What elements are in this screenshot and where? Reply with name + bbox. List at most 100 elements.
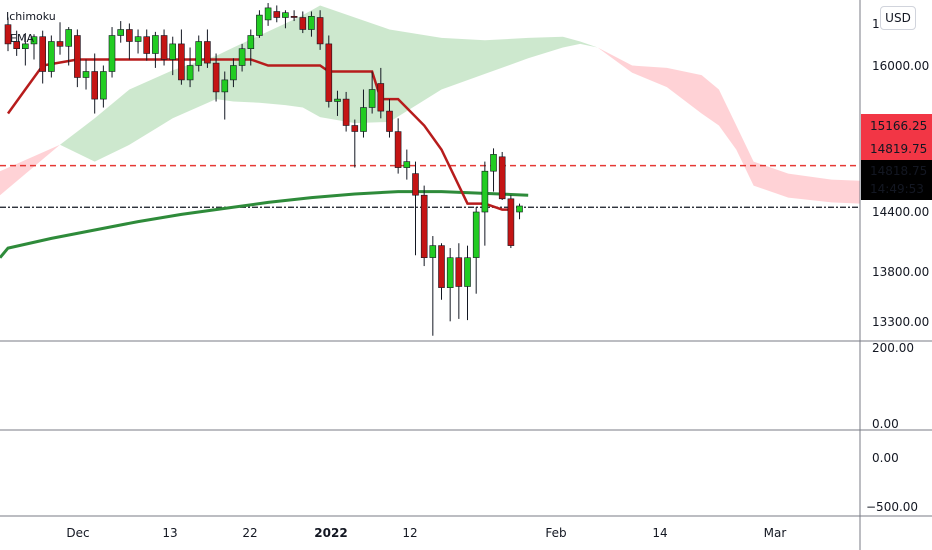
candle <box>290 10 298 22</box>
time-tick: Mar <box>764 526 787 540</box>
candle <box>516 203 523 220</box>
candle <box>420 185 428 267</box>
candle-body <box>178 43 185 81</box>
candle <box>230 58 237 88</box>
candle-body <box>117 29 124 36</box>
candle <box>100 65 107 108</box>
panel3-tick: −500.00 <box>866 500 918 514</box>
candle <box>39 30 47 84</box>
candle-body <box>394 131 402 168</box>
candle-body <box>273 11 281 18</box>
candle-body <box>82 71 90 78</box>
candle <box>472 207 480 294</box>
candle <box>342 91 350 132</box>
candle-body <box>516 205 523 213</box>
candle <box>126 23 133 60</box>
candle <box>169 36 176 76</box>
badge-last <box>861 160 932 200</box>
candle <box>13 30 20 56</box>
candle-body <box>360 107 367 132</box>
badge-last-price: 14818.75 <box>870 164 927 178</box>
candle <box>446 248 454 322</box>
price-tick: 13800.00 <box>872 265 929 279</box>
candle-body <box>490 154 497 172</box>
candle <box>186 47 194 88</box>
candle-body <box>100 71 107 100</box>
candle <box>455 243 463 319</box>
candle-body <box>21 43 29 50</box>
candle <box>134 29 142 54</box>
candle <box>56 22 64 55</box>
candlesticks[interactable] <box>4 3 523 336</box>
candle <box>30 34 38 60</box>
candle <box>152 31 159 68</box>
candle-body <box>48 41 55 72</box>
candle-body <box>65 29 72 47</box>
candle <box>403 149 411 180</box>
candle-body <box>464 257 471 287</box>
candle-body <box>256 14 263 36</box>
time-tick: 14 <box>652 526 667 540</box>
candle-body <box>455 257 463 287</box>
candle-body <box>195 41 202 66</box>
candle-body <box>316 17 324 45</box>
legend-ema[interactable]: EMA <box>10 32 34 45</box>
candle <box>91 53 98 114</box>
candle <box>368 71 376 114</box>
candle <box>386 99 393 138</box>
price-axis[interactable]: 1616000.0014400.0013800.0013300.00200.00… <box>861 17 932 514</box>
badge-red <box>861 114 932 160</box>
candle <box>256 10 263 38</box>
candle-body <box>169 43 176 60</box>
time-axis[interactable]: Dec 13 22 2022 12 Feb 14 Mar <box>66 526 786 540</box>
candle <box>412 161 419 256</box>
candle <box>48 35 55 78</box>
candle-body <box>377 83 385 112</box>
candle-body <box>39 36 47 72</box>
ema-line <box>0 190 529 259</box>
candle-body <box>186 65 194 81</box>
candle <box>464 245 471 321</box>
candle <box>360 89 367 138</box>
candle <box>247 29 255 66</box>
candle <box>325 35 333 108</box>
candle-body <box>429 245 437 258</box>
candle <box>74 29 81 88</box>
candle <box>221 71 229 120</box>
candle-body <box>108 35 116 72</box>
reference-lines <box>0 164 860 208</box>
candle <box>316 10 324 50</box>
panel2-tick: 0.00 <box>872 417 899 431</box>
badge-upper-label: 15166.25 <box>870 119 927 133</box>
candle <box>351 119 359 168</box>
candle <box>282 10 289 29</box>
candle-body <box>282 12 289 18</box>
price-tick: 14400.00 <box>872 205 929 219</box>
candle-body <box>507 198 515 246</box>
candle-body <box>134 36 142 42</box>
candle-body <box>498 156 506 200</box>
candle <box>117 21 124 43</box>
time-tick: 2022 <box>314 526 347 540</box>
candle-body <box>438 245 445 288</box>
legend-ichimoku[interactable]: Ichimoku <box>6 10 56 23</box>
candle-body <box>472 211 480 258</box>
panel3-tick: 0.00 <box>872 451 899 465</box>
candle <box>394 118 402 174</box>
candle-body <box>299 17 307 30</box>
candle-body <box>308 15 315 30</box>
candle-body <box>152 35 159 54</box>
cloud-bear-left <box>0 144 60 196</box>
candle <box>212 53 220 102</box>
ema-path <box>0 190 529 259</box>
candle <box>108 27 116 78</box>
candle <box>498 151 506 201</box>
candle-body <box>126 29 133 42</box>
candle-body <box>342 98 350 126</box>
candle <box>160 29 168 66</box>
currency-button[interactable]: USD <box>880 6 916 30</box>
candle <box>238 43 246 72</box>
candle <box>507 195 515 249</box>
candle <box>264 3 272 26</box>
